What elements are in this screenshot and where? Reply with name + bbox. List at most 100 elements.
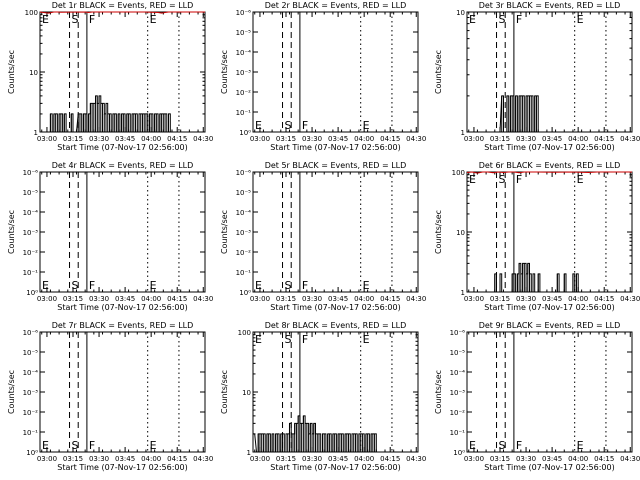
x-tick-label: 03:30 bbox=[516, 295, 536, 303]
x-tick-label: 03:30 bbox=[89, 295, 109, 303]
panel-det-5: Det 5r BLACK = Events, RED = LLD 10⁰ 10⁻¹ 1… bbox=[220, 161, 426, 312]
y-tick-label: 10⁻⁵ bbox=[236, 189, 252, 197]
y-tick-label: 10⁻⁴ bbox=[23, 369, 39, 377]
marker-label-E-start: E bbox=[255, 333, 262, 346]
marker-label-F: F bbox=[89, 439, 95, 452]
y-axis-label: Counts/sec bbox=[220, 370, 229, 414]
y-axis-label: Counts/sec bbox=[7, 50, 16, 94]
y-tick-label: 100 bbox=[25, 9, 38, 17]
panel-det-9: Det 9r BLACK = Events, RED = LLD 10⁰ 10⁻¹ 1… bbox=[434, 321, 640, 472]
y-tick-label: 10⁰ bbox=[239, 289, 251, 297]
x-axis-label: Start Time (07-Nov-17 02:56:00) bbox=[484, 303, 614, 312]
y-tick-label: 10⁻⁶ bbox=[236, 9, 252, 17]
marker-label-F: F bbox=[89, 13, 95, 26]
events-series bbox=[493, 262, 580, 293]
plot-frame bbox=[466, 11, 633, 133]
x-tick-label: 04:30 bbox=[406, 455, 426, 463]
events-series bbox=[252, 415, 377, 453]
chart-title: Det 4r BLACK = Events, RED = LLD bbox=[52, 161, 194, 170]
x-tick-label: 04:00 bbox=[141, 135, 161, 143]
y-tick-label: 10⁻³ bbox=[236, 229, 252, 237]
x-tick-label: 04:00 bbox=[568, 455, 588, 463]
plot-frame bbox=[39, 171, 206, 293]
marker-label-F: F bbox=[516, 13, 522, 26]
panel-det-4: Det 4r BLACK = Events, RED = LLD 10⁰ 10⁻¹ 1… bbox=[7, 161, 213, 312]
x-axis-label: Start Time (07-Nov-17 02:56:00) bbox=[484, 143, 614, 152]
marker-label-E-start: E bbox=[469, 439, 476, 452]
x-tick-label: 03:15 bbox=[490, 455, 510, 463]
panel-det-8: Det 8r BLACK = Events, RED = LLD 1 10 100 Co… bbox=[220, 321, 426, 472]
plot-frame bbox=[466, 171, 633, 293]
marker-label-E: E bbox=[577, 173, 584, 186]
y-tick-label: 10⁻¹ bbox=[23, 429, 39, 437]
x-tick-label: 03:30 bbox=[89, 135, 109, 143]
y-tick-label: 10⁻⁶ bbox=[236, 169, 252, 177]
plot-frame bbox=[39, 331, 206, 453]
marker-label-F: F bbox=[89, 279, 95, 292]
marker-label-E: E bbox=[363, 333, 370, 346]
x-tick-label: 04:30 bbox=[620, 295, 640, 303]
x-tick-label: 04:00 bbox=[354, 455, 374, 463]
y-tick-label: 10⁻² bbox=[23, 409, 39, 417]
x-tick-label: 03:15 bbox=[490, 135, 510, 143]
x-axis-label: Start Time (07-Nov-17 02:56:00) bbox=[57, 143, 187, 152]
marker-label-E: E bbox=[150, 279, 157, 292]
x-tick-label: 03:00 bbox=[464, 295, 484, 303]
plot-frame bbox=[466, 331, 633, 453]
x-tick-label: 03:45 bbox=[115, 455, 135, 463]
x-tick-label: 03:00 bbox=[37, 135, 57, 143]
x-axis-label: Start Time (07-Nov-17 02:56:00) bbox=[57, 463, 187, 472]
marker-label-E-start: E bbox=[42, 439, 49, 452]
x-axis-label: Start Time (07-Nov-17 02:56:00) bbox=[270, 303, 400, 312]
events-series bbox=[496, 95, 539, 133]
marker-label-E: E bbox=[363, 119, 370, 132]
x-tick-label: 04:00 bbox=[568, 135, 588, 143]
marker-label-E-start: E bbox=[42, 279, 49, 292]
y-axis-label: Counts/sec bbox=[7, 370, 16, 414]
x-tick-label: 04:00 bbox=[354, 295, 374, 303]
marker-label-S: S bbox=[285, 333, 292, 346]
marker-label-E: E bbox=[150, 439, 157, 452]
y-tick-label: 100 bbox=[238, 329, 251, 337]
x-tick-label: 04:30 bbox=[406, 295, 426, 303]
x-tick-label: 03:00 bbox=[250, 455, 270, 463]
y-tick-label: 1 bbox=[461, 129, 465, 137]
y-tick-label: 10⁻⁶ bbox=[23, 329, 39, 337]
panel-det-1: Det 1r BLACK = Events, RED = LLD 1 10 100 Co… bbox=[7, 1, 213, 152]
y-tick-label: 10 bbox=[242, 389, 251, 397]
x-tick-label: 04:00 bbox=[354, 135, 374, 143]
x-tick-label: 03:00 bbox=[250, 295, 270, 303]
x-tick-label: 03:30 bbox=[516, 455, 536, 463]
x-tick-label: 03:45 bbox=[115, 295, 135, 303]
marker-label-S: S bbox=[72, 279, 79, 292]
marker-label-E: E bbox=[363, 279, 370, 292]
y-axis-label: Counts/sec bbox=[434, 210, 443, 254]
plot-frame bbox=[252, 171, 419, 293]
marker-label-E: E bbox=[150, 13, 157, 26]
x-tick-label: 03:00 bbox=[464, 135, 484, 143]
y-tick-label: 10⁻² bbox=[450, 409, 466, 417]
y-tick-label: 10 bbox=[456, 9, 465, 17]
y-tick-label: 10⁻² bbox=[236, 249, 252, 257]
x-tick-label: 03:30 bbox=[89, 455, 109, 463]
marker-label-F: F bbox=[302, 333, 308, 346]
marker-label-S: S bbox=[499, 439, 506, 452]
y-tick-label: 10⁰ bbox=[239, 129, 251, 137]
x-tick-label: 03:15 bbox=[276, 295, 296, 303]
x-tick-label: 03:45 bbox=[328, 135, 348, 143]
marker-label-F: F bbox=[516, 439, 522, 452]
y-tick-label: 10⁻⁵ bbox=[236, 29, 252, 37]
x-tick-label: 04:00 bbox=[568, 295, 588, 303]
plot-frame bbox=[252, 11, 419, 133]
x-tick-label: 04:30 bbox=[620, 135, 640, 143]
x-tick-label: 03:15 bbox=[276, 135, 296, 143]
x-tick-label: 03:00 bbox=[250, 135, 270, 143]
y-tick-label: 10⁻¹ bbox=[236, 269, 252, 277]
y-tick-label: 10⁻¹ bbox=[236, 109, 252, 117]
x-tick-label: 03:30 bbox=[302, 455, 322, 463]
marker-label-S: S bbox=[285, 119, 292, 132]
panel-det-7: Det 7r BLACK = Events, RED = LLD 10⁰ 10⁻¹ 1… bbox=[7, 321, 213, 472]
marker-label-E-start: E bbox=[469, 13, 476, 26]
chart-title: Det 3r BLACK = Events, RED = LLD bbox=[479, 1, 621, 10]
y-tick-label: 10⁻⁶ bbox=[23, 169, 39, 177]
